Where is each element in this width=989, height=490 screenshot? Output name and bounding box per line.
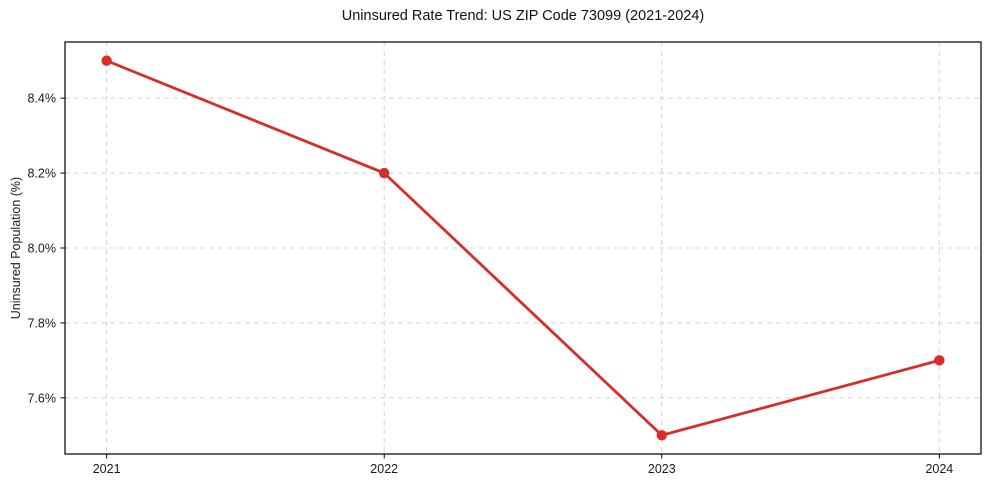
x-tick-label: 2023 (648, 462, 676, 476)
data-point-marker (656, 430, 667, 441)
data-line (105, 59, 941, 437)
x-tick-label: 2021 (93, 462, 121, 476)
y-tick-label: 8.2% (28, 167, 57, 181)
data-point-marker (379, 167, 390, 179)
y-tick-label: 8.0% (28, 242, 57, 256)
y-tick-label: 8.4% (28, 92, 57, 106)
chart-title: Uninsured Rate Trend: US ZIP Code 73099 … (341, 8, 705, 24)
x-tick-label: 2022 (370, 462, 398, 476)
x-tick-label: 2024 (925, 462, 953, 476)
data-point-marker (101, 55, 112, 66)
y-tick-label: 7.6% (28, 391, 57, 405)
data-point-marker (934, 355, 945, 366)
y-tick-label: 7.8% (28, 316, 57, 330)
